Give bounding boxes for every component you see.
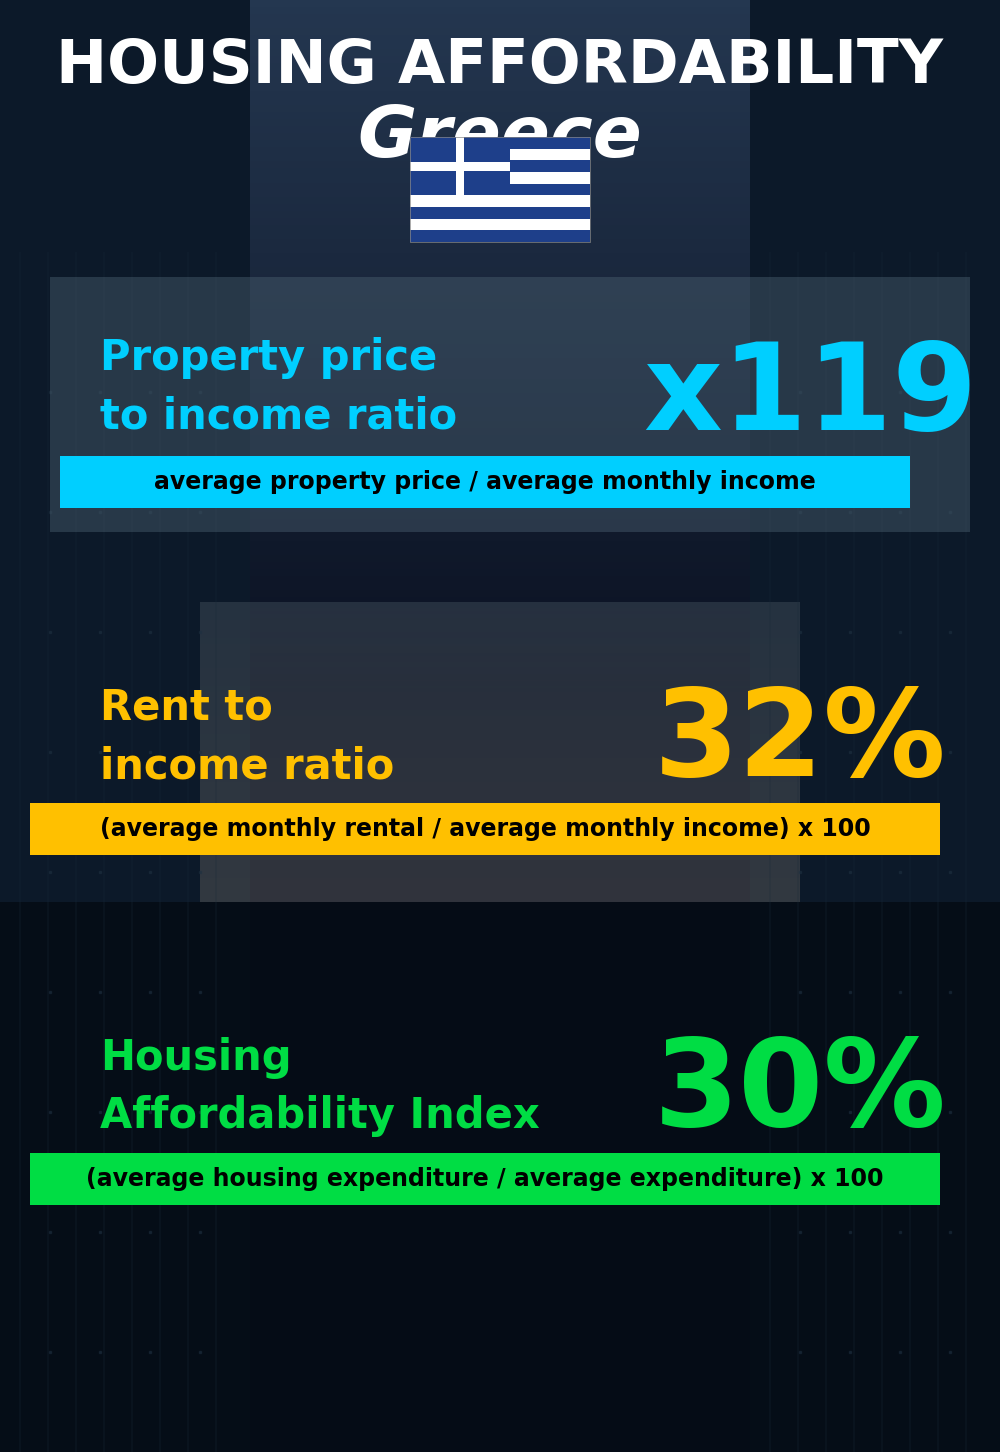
Text: (average housing expenditure / average expenditure) x 100: (average housing expenditure / average e… bbox=[86, 1167, 884, 1191]
Bar bbox=[60, 456, 910, 508]
Text: Property price
to income ratio: Property price to income ratio bbox=[100, 337, 457, 437]
Text: Rent to
income ratio: Rent to income ratio bbox=[100, 687, 394, 787]
Bar bbox=[410, 136, 510, 196]
Text: Greece: Greece bbox=[358, 103, 642, 171]
Bar bbox=[410, 196, 590, 208]
Bar bbox=[456, 136, 464, 196]
Bar bbox=[0, 0, 250, 1452]
Text: average property price / average monthly income: average property price / average monthly… bbox=[154, 470, 816, 494]
Text: 32%: 32% bbox=[654, 684, 946, 800]
Bar bbox=[30, 1153, 940, 1205]
Bar bbox=[50, 277, 970, 531]
Text: 30%: 30% bbox=[654, 1034, 946, 1150]
Bar bbox=[410, 219, 590, 231]
Bar bbox=[410, 183, 590, 196]
Bar bbox=[410, 148, 590, 160]
Bar bbox=[410, 161, 510, 170]
Text: (average monthly rental / average monthly income) x 100: (average monthly rental / average monthl… bbox=[100, 817, 870, 841]
Text: Housing
Affordability Index: Housing Affordability Index bbox=[100, 1037, 540, 1137]
Text: HOUSING AFFORDABILITY: HOUSING AFFORDABILITY bbox=[56, 38, 944, 96]
Bar bbox=[750, 0, 1000, 1452]
Bar bbox=[410, 136, 590, 148]
Bar bbox=[410, 231, 590, 242]
Text: x119: x119 bbox=[643, 338, 977, 456]
Bar bbox=[410, 171, 590, 183]
Bar bbox=[410, 208, 590, 219]
Bar bbox=[30, 803, 940, 855]
Bar bbox=[0, 902, 1000, 1452]
Bar bbox=[410, 136, 590, 242]
Bar bbox=[410, 160, 590, 171]
